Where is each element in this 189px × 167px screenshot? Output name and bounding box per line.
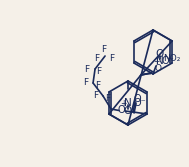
Text: O⁻: O⁻ (134, 98, 146, 108)
Text: F: F (97, 66, 102, 75)
Text: O: O (124, 106, 132, 116)
Text: F: F (101, 44, 107, 53)
Text: NO₂: NO₂ (163, 53, 180, 62)
Text: O: O (154, 64, 161, 73)
Text: N: N (124, 98, 132, 108)
Text: N: N (156, 56, 164, 66)
Text: O⁻: O⁻ (162, 56, 174, 66)
Text: O: O (117, 105, 125, 115)
Text: F: F (105, 94, 111, 103)
Text: F: F (84, 64, 90, 73)
Text: F: F (94, 53, 100, 62)
Text: F: F (109, 53, 115, 62)
Text: F: F (84, 77, 89, 87)
Text: +: + (120, 99, 126, 108)
Text: F: F (95, 80, 101, 90)
Text: F: F (94, 91, 99, 100)
Text: O: O (156, 49, 164, 59)
Text: O: O (133, 94, 141, 104)
Text: +: + (153, 56, 159, 65)
